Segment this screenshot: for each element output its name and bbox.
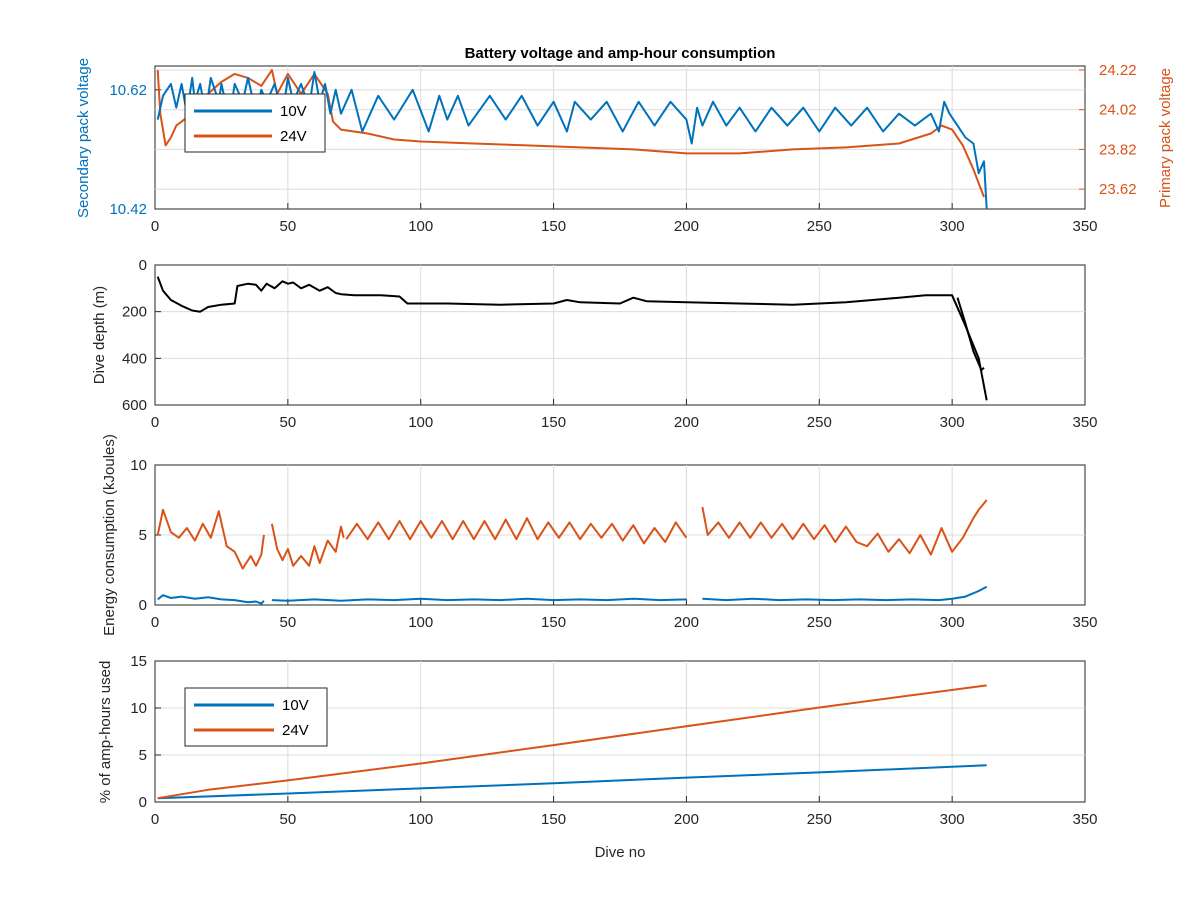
voltage-left-ylabel: Secondary pack voltage [75,58,92,218]
energy-line-10v-1-2 [702,585,988,602]
voltage-legend-box [184,93,326,153]
energy-panel: 0 50 100 150 200 250 300 350 0 5 10 Energy consump… [101,434,1098,636]
amphours-xtick-label: 50 [280,811,297,828]
amphours-panel: 0 50 100 150 200 250 300 350 0 5 10 15 % of amp-hou… [97,653,1098,861]
voltage-xtick-label: 350 [1072,218,1097,235]
voltage-legend: 10V 24V [184,93,326,153]
depth-axes-box [154,264,1086,406]
depth-xtick-label: 100 [408,414,433,431]
amphours-ytick-label: 0 [139,794,147,811]
amphours-xtick-label: 300 [940,811,965,828]
voltage-ytick-right-label: 24.22 [1099,62,1137,79]
amphours-legend-box [184,687,328,747]
depth-panel: 0 50 100 150 200 250 300 350 0 200 400 600 Dive dep… [91,257,1098,431]
amphours-ylabel: % of amp-hours used [97,661,114,804]
depth-ytick-label: 0 [139,257,147,274]
energy-ytick-label: 0 [139,597,147,614]
energy-line-24v-0-1 [270,523,345,567]
energy-ylabel: Energy consumption (kJoules) [101,434,118,636]
voltage-xtick-label: 300 [940,218,965,235]
energy-xtick-label: 150 [541,614,566,631]
amphours-ytick-label: 15 [130,653,147,670]
chart-title: Battery voltage and amp-hour consumption [465,45,776,62]
depth-xtick-label: 0 [151,414,159,431]
voltage-ytick-right-label: 23.82 [1099,141,1137,158]
depth-xtick-label: 250 [807,414,832,431]
voltage-ytick-right-label: 23.62 [1099,181,1137,198]
voltage-xtick-label: 100 [408,218,433,235]
amphours-xtick-label: 150 [541,811,566,828]
energy-ytick-label: 10 [130,457,147,474]
depth-line-series-0-0 [156,276,988,401]
depth-xtick-label: 200 [674,414,699,431]
amphours-legend-label-10v: 10V [282,697,309,714]
voltage-legend-label-24v: 24V [280,128,307,145]
energy-xtick-label: 0 [151,614,159,631]
depth-ytick-label: 200 [122,304,147,321]
amphours-legend: 10V 24V [184,687,328,747]
energy-line-24v-0-0 [156,508,265,570]
depth-xtick-label: 50 [280,414,297,431]
energy-line-10v-1-1 [271,597,687,602]
amphours-ytick-label: 5 [139,747,147,764]
depth-line-series-1-0 [956,297,985,371]
amphours-xtick-label: 250 [807,811,832,828]
energy-ytick-label: 5 [139,527,147,544]
amphours-line-10v-0-0 [157,764,987,800]
energy-line-24v-0-3 [701,499,988,556]
amphours-xlabel: Dive no [595,844,646,861]
amphours-xtick-label: 100 [408,811,433,828]
amphours-line-24v-1-0 [157,684,987,800]
energy-xtick-label: 350 [1072,614,1097,631]
energy-line-10v-1-0 [157,594,265,605]
voltage-xtick-label: 250 [807,218,832,235]
voltage-ytick-label: 10.62 [109,82,147,99]
voltage-xtick-label: 0 [151,218,159,235]
voltage-right-ylabel: Primary pack voltage [1157,68,1174,208]
depth-ytick-label: 400 [122,350,147,367]
depth-ytick-label: 600 [122,397,147,414]
depth-xtick-label: 300 [940,414,965,431]
voltage-ytick-label: 10.42 [109,201,147,218]
energy-xtick-label: 200 [674,614,699,631]
amphours-xtick-label: 200 [674,811,699,828]
voltage-xtick-label: 50 [280,218,297,235]
energy-xtick-label: 300 [940,614,965,631]
voltage-ytick-right-label: 24.02 [1099,102,1137,119]
amphours-xtick-label: 0 [151,811,159,828]
amphours-xtick-label: 350 [1072,811,1097,828]
depth-xtick-label: 350 [1072,414,1097,431]
depth-xtick-label: 150 [541,414,566,431]
voltage-legend-label-10v: 10V [280,103,307,120]
voltage-panel: 0 50 100 150 200 250 300 350 10.42 10.62 23.62 23.8… [75,58,1174,235]
energy-xtick-label: 50 [280,614,297,631]
energy-line-24v-0-2 [345,517,688,545]
amphours-legend-label-24v: 24V [282,722,309,739]
voltage-xtick-label: 200 [674,218,699,235]
energy-xtick-label: 100 [408,614,433,631]
amphours-ytick-label: 10 [130,700,147,717]
voltage-xtick-label: 150 [541,218,566,235]
energy-xtick-label: 250 [807,614,832,631]
depth-ylabel: Dive depth (m) [91,286,108,384]
